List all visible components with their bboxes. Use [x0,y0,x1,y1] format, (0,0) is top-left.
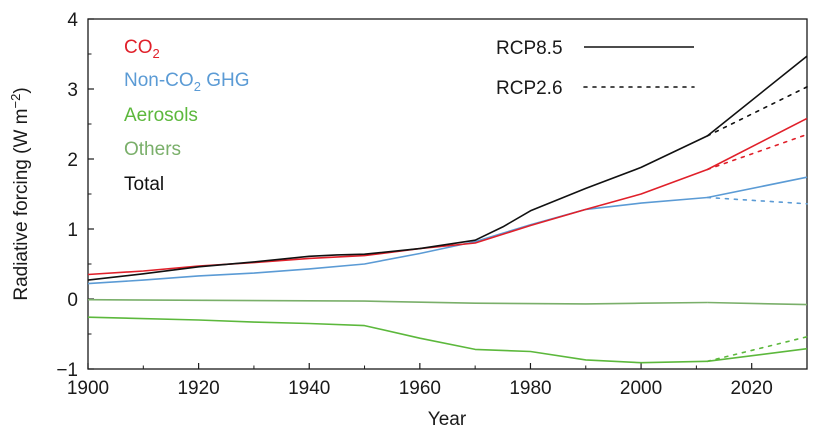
y-tick-label: 4 [67,10,78,31]
axis-ticks: 1900 1920 1940 1960 1980 2000 2020 −1 0 1 2 3 4 [56,10,773,399]
legend-label: Others [124,139,181,160]
others-historical-line [87,298,708,305]
x-tick-label: 1920 [177,378,219,399]
y-axis-title-close: ) [11,87,32,93]
nonco2-rcp26-line [706,196,808,205]
legend-item-co2: CO2 [124,37,160,61]
x-tick-label: 1900 [67,378,109,399]
aerosols-rcp26-line [706,335,808,363]
x-tick-label: 2000 [620,378,662,399]
legend-item-nonco2: Non-CO2 GHG [124,70,249,94]
others-rcp85-line [707,301,808,306]
legend-item-total: Total [124,174,164,195]
y-axis-title: Radiative forcing (W m−2) [8,87,32,300]
x-tick-label: 1960 [399,378,441,399]
y-tick-label: 3 [67,80,78,101]
x-tick-label: 1940 [288,378,330,399]
co2-rcp85-line [707,117,808,171]
legend-label: Total [124,174,164,195]
total-historical-line [87,135,708,281]
series-lines [87,55,808,364]
aerosols-rcp85-line [707,347,808,363]
y-tick-label: −1 [56,360,78,381]
nonco2-rcp85-line [707,176,808,199]
y-tick-label: 2 [67,150,78,171]
scenario-legend: RCP8.5 RCP2.6 [496,38,695,99]
legend-subscript: 2 [194,79,201,94]
legend-label: Aerosols [124,105,198,126]
co2-rcp26-line [706,133,808,171]
legend-suffix: GHG [201,70,250,91]
y-axis-title-main: Radiative forcing (W m [11,108,32,300]
legend-item-aerosols: Aerosols [124,105,198,126]
legend-item-others: Others [124,139,181,160]
x-tick-label: 1980 [509,378,551,399]
y-axis-title-exponent: −2 [8,94,23,109]
total-rcp85-line [706,55,808,137]
aerosols-historical-line [87,316,708,364]
y-tick-label: 0 [67,290,78,311]
legend-label: CO [124,37,153,58]
y-tick-label: 1 [67,220,78,241]
x-axis-title: Year [428,409,467,430]
scenario-label: RCP8.5 [496,38,563,59]
legend-label: Non-CO [124,70,194,91]
legend-subscript: 2 [153,46,160,61]
scenario-label: RCP2.6 [496,78,563,99]
nonco2-historical-line [87,196,708,285]
x-tick-label: 2020 [731,378,773,399]
total-rcp26-line [706,86,808,137]
plot-frame [87,18,808,370]
co2-historical-line [87,168,708,276]
